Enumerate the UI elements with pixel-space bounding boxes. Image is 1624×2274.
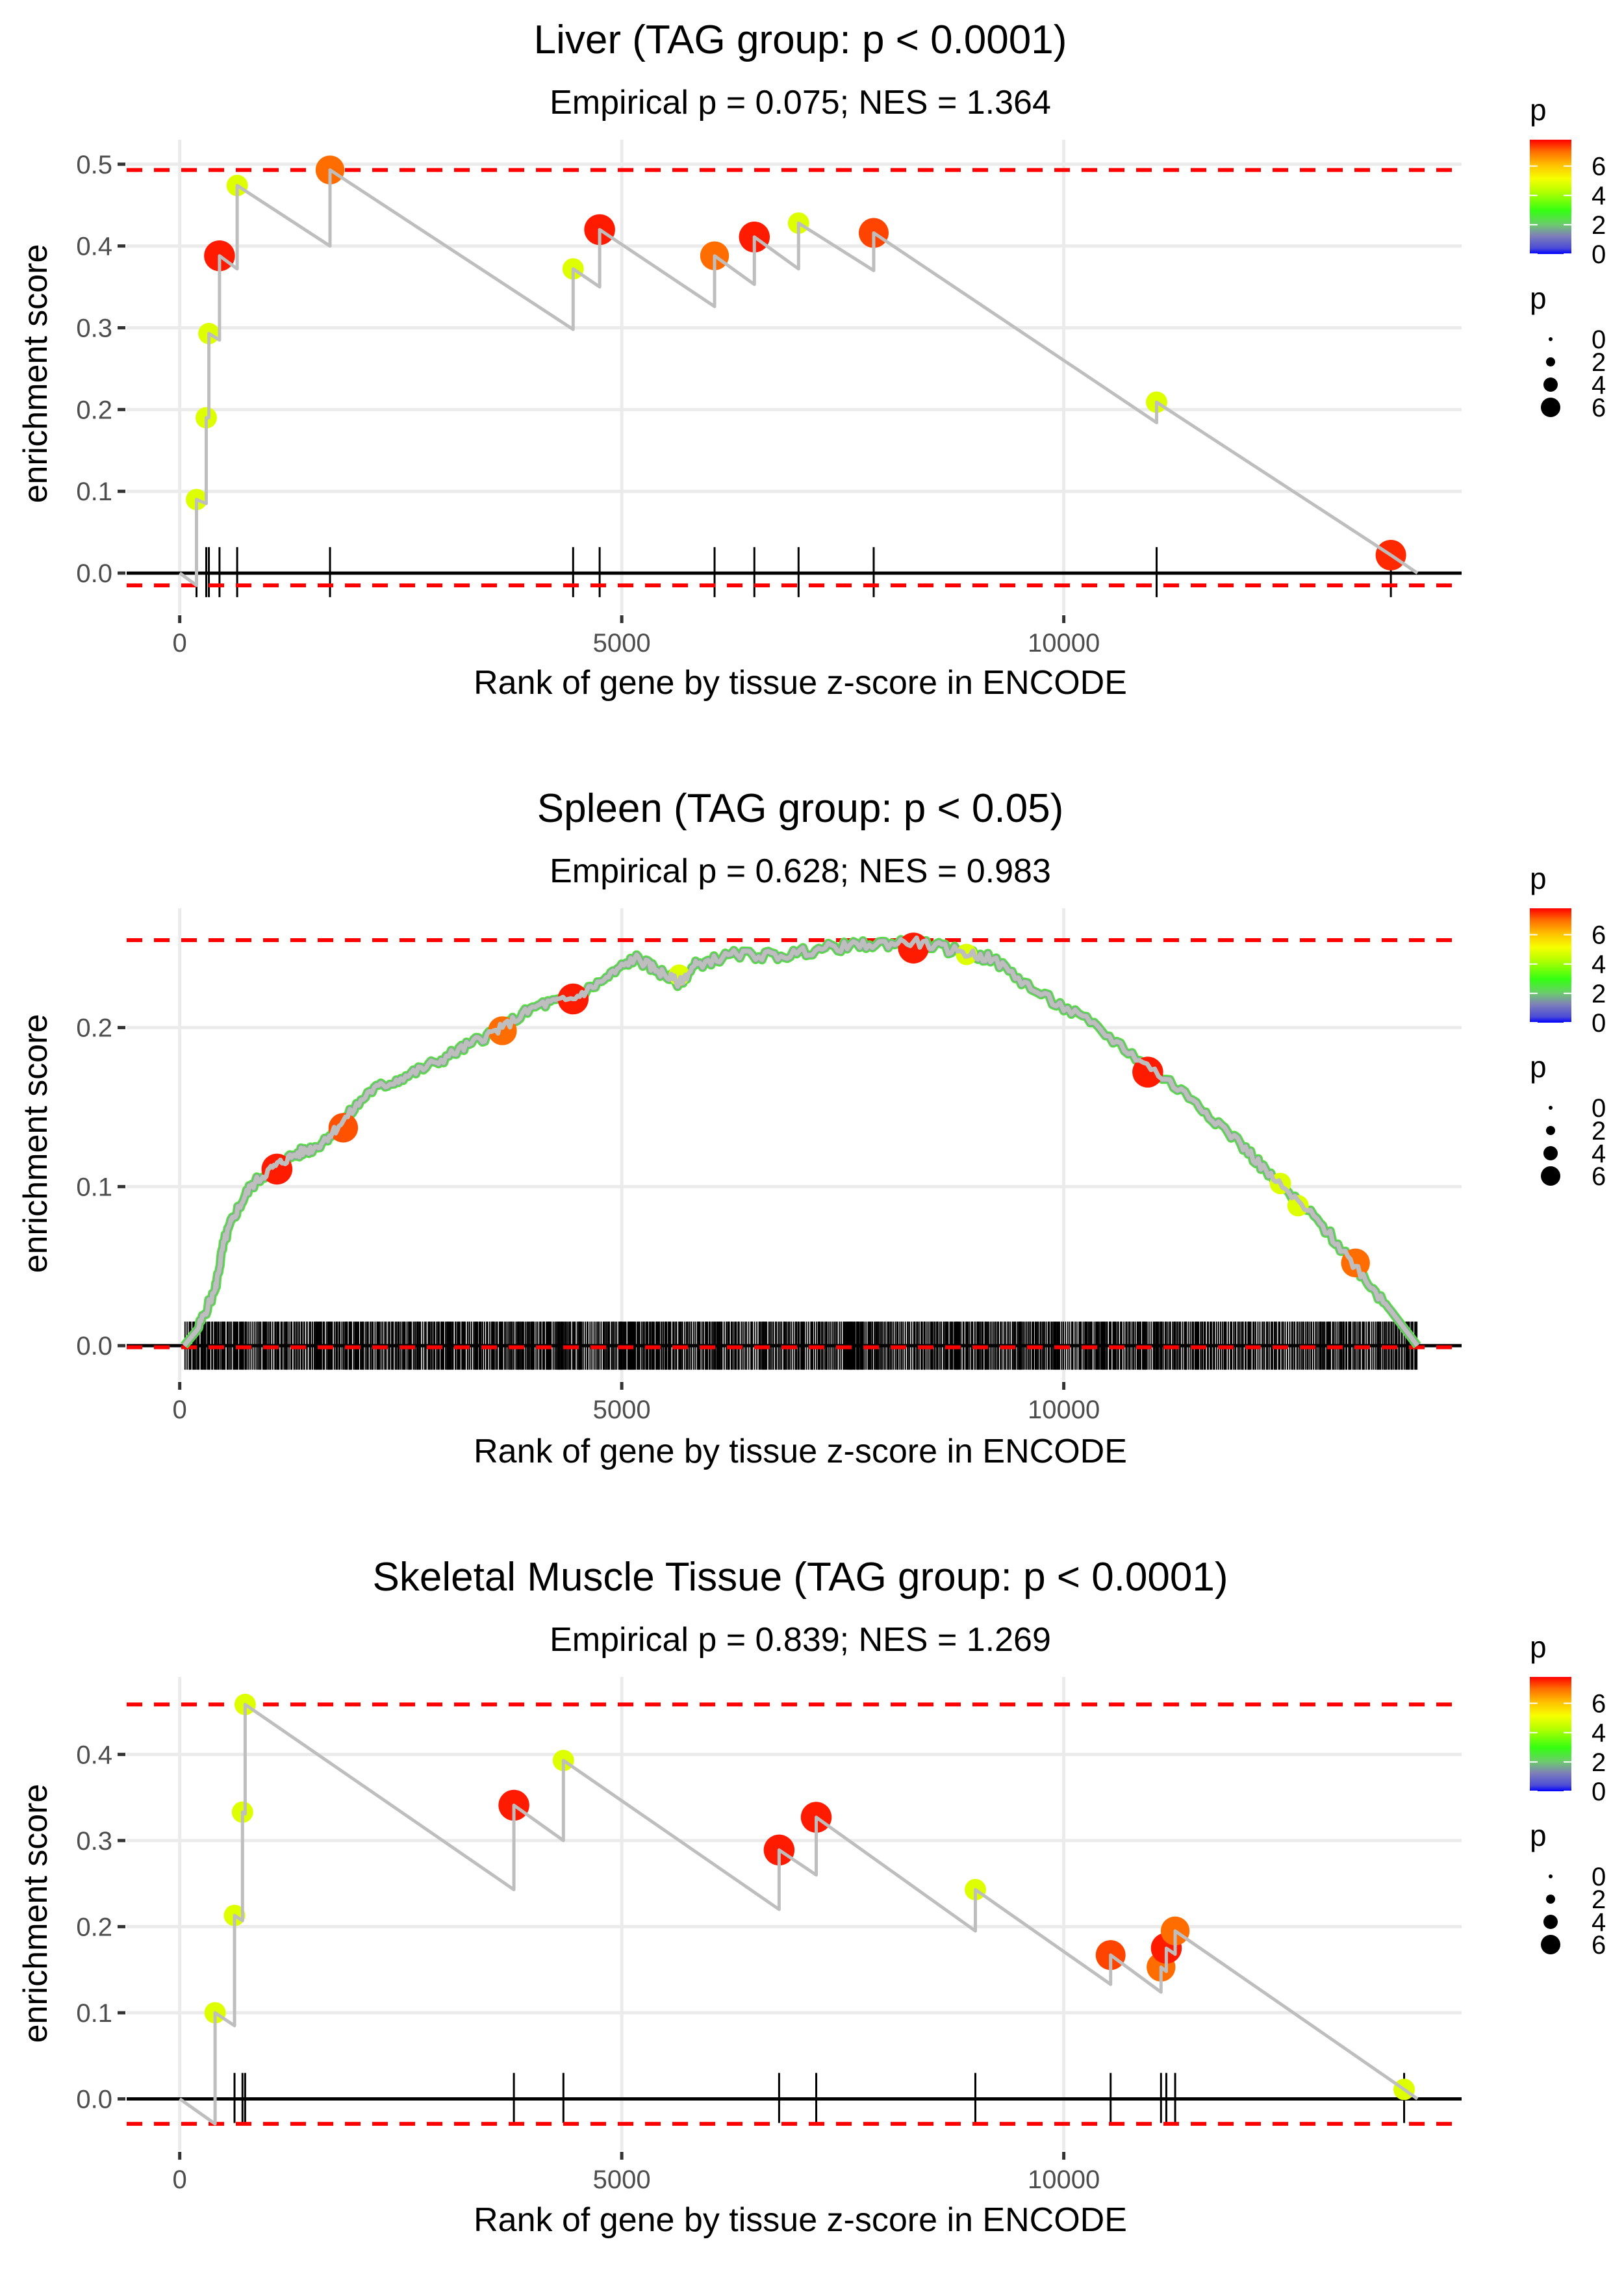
x-tick-label: 0 (173, 2165, 187, 2194)
size-legend-label: 0 (1592, 1094, 1606, 1123)
size-legend-title: p (1530, 1819, 1547, 1852)
x-tick-label: 10000 (1028, 629, 1100, 658)
chart-title: Liver (TAG group: p < 0.0001) (534, 18, 1067, 62)
color-legend-label: 6 (1592, 1690, 1606, 1718)
color-legend-label: 4 (1592, 182, 1606, 211)
size-legend-dot (1549, 1874, 1553, 1878)
x-axis-label: Rank of gene by tissue z-score in ENCODE (474, 664, 1127, 702)
color-legend-label: 0 (1592, 1009, 1606, 1038)
color-legend-title: p (1530, 1630, 1547, 1664)
y-tick-label: 0.1 (76, 478, 112, 506)
panel-liver: Liver (TAG group: p < 0.0001) Empirical … (17, 18, 1606, 702)
y-tick-label: 0.5 (76, 151, 112, 179)
x-tick-label: 5000 (593, 629, 651, 658)
y-axis-label: enrichment score (17, 244, 55, 504)
size-legend-label: 6 (1592, 1931, 1606, 1960)
color-legend-bar (1530, 908, 1571, 1023)
size-legend-label: 2 (1592, 1885, 1606, 1914)
size-legend-label: 4 (1592, 1140, 1606, 1168)
es-curve (182, 935, 1419, 1348)
y-axis-label: enrichment score (17, 1014, 55, 1273)
x-tick-label: 5000 (593, 2165, 651, 2194)
chart-subtitle: Empirical p = 0.075; NES = 1.364 (550, 84, 1051, 121)
y-tick-label: 0.1 (76, 1999, 112, 2028)
color-legend-label: 6 (1592, 153, 1606, 181)
size-legend-title: p (1530, 1050, 1547, 1084)
x-axis-label: Rank of gene by tissue z-score in ENCODE (474, 2201, 1127, 2239)
hit-point (1132, 1056, 1163, 1088)
chart-title: Skeletal Muscle Tissue (TAG group: p < 0… (373, 1555, 1228, 1600)
y-axis-label: enrichment score (17, 1784, 55, 2043)
y-tick-label: 0.0 (76, 559, 112, 588)
color-legend-bar (1530, 140, 1571, 254)
y-tick-label: 0.3 (76, 1827, 112, 1856)
size-legend-label: 6 (1592, 1162, 1606, 1191)
chart-title: Spleen (TAG group: p < 0.05) (537, 786, 1063, 831)
color-legend-label: 2 (1592, 1748, 1606, 1777)
x-tick-label: 0 (173, 1396, 187, 1424)
color-legend-label: 0 (1592, 240, 1606, 269)
size-legend-dot (1546, 1895, 1555, 1904)
color-legend-label: 2 (1592, 211, 1606, 240)
size-legend-dot (1541, 1166, 1560, 1186)
x-tick-label: 0 (173, 629, 187, 658)
y-tick-label: 0.0 (76, 1332, 112, 1361)
es-curve (179, 168, 1419, 587)
y-tick-label: 0.2 (76, 1913, 112, 1941)
color-legend-bar (1530, 1677, 1571, 1791)
size-legend-dot (1543, 1146, 1558, 1160)
x-tick-label: 10000 (1028, 1396, 1100, 1424)
size-legend-dot (1546, 357, 1555, 366)
size-legend-dot (1541, 398, 1560, 417)
color-legend-label: 4 (1592, 1719, 1606, 1748)
color-legend-label: 4 (1592, 951, 1606, 979)
chart-subtitle: Empirical p = 0.628; NES = 0.983 (550, 852, 1051, 890)
size-legend-label: 0 (1592, 326, 1606, 354)
y-tick-label: 0.1 (76, 1173, 112, 1201)
hit-point (898, 932, 929, 964)
size-legend-label: 2 (1592, 348, 1606, 377)
color-legend-label: 0 (1592, 1778, 1606, 1806)
size-legend-dot (1541, 1935, 1560, 1954)
x-axis-label: Rank of gene by tissue z-score in ENCODE (474, 1433, 1127, 1470)
color-legend-title: p (1530, 93, 1547, 127)
size-legend-label: 0 (1592, 1863, 1606, 1891)
size-legend-dot (1543, 377, 1558, 392)
color-legend-label: 6 (1592, 921, 1606, 950)
size-legend-label: 4 (1592, 1908, 1606, 1937)
chart-subtitle: Empirical p = 0.839; NES = 1.269 (550, 1621, 1051, 1659)
size-legend-label: 2 (1592, 1117, 1606, 1145)
es-curve (179, 1702, 1419, 2126)
size-legend-label: 6 (1592, 394, 1606, 422)
color-legend-title: p (1530, 862, 1547, 895)
size-legend-dot (1549, 337, 1553, 341)
y-tick-label: 0.4 (76, 1741, 112, 1769)
size-legend-dot (1543, 1915, 1558, 1929)
x-tick-label: 10000 (1028, 2165, 1100, 2194)
y-tick-label: 0.0 (76, 2085, 112, 2114)
x-tick-label: 5000 (593, 1396, 651, 1424)
y-tick-label: 0.3 (76, 314, 112, 342)
size-legend-title: p (1530, 281, 1547, 315)
panel-spleen: Spleen (TAG group: p < 0.05) Empirical p… (17, 786, 1606, 1470)
es-curve-halo (180, 933, 1421, 1349)
size-legend-label: 4 (1592, 371, 1606, 400)
y-tick-label: 0.4 (76, 233, 112, 261)
color-legend-label: 2 (1592, 980, 1606, 1008)
y-tick-label: 0.2 (76, 396, 112, 424)
size-legend-dot (1549, 1106, 1553, 1110)
size-legend-dot (1546, 1126, 1555, 1135)
y-tick-label: 0.2 (76, 1014, 112, 1043)
panel-skeletal-muscle: Skeletal Muscle Tissue (TAG group: p < 0… (17, 1555, 1606, 2239)
